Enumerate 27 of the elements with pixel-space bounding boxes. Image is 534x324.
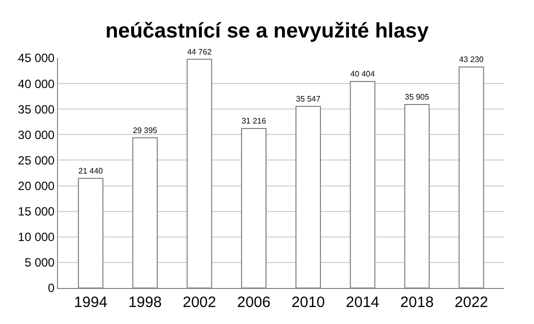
x-tick-label: 2018: [400, 294, 434, 311]
data-label: 40 404: [350, 70, 376, 79]
y-tick-label: 20 000: [18, 178, 55, 193]
y-tick-label: 25 000: [18, 153, 55, 168]
y-tick-label: 45 000: [18, 51, 55, 66]
y-tick-label: 5 000: [24, 256, 55, 270]
data-label: 29 395: [132, 126, 158, 135]
x-tick-label: 1998: [128, 294, 162, 311]
y-tick-label: 35 000: [18, 102, 55, 116]
data-label: 35 547: [296, 94, 321, 104]
x-tick-label: 2010: [292, 294, 325, 311]
chart-title: neúčastnící se a nevyužité hlasy: [105, 19, 429, 42]
x-tick-label: 2006: [237, 294, 270, 311]
y-tick-label: 10 000: [18, 230, 55, 244]
y-tick-label: 30 000: [18, 128, 55, 142]
data-label: 44 762: [187, 47, 212, 56]
x-tick-label: 2022: [454, 294, 488, 311]
y-tick-label: 40 000: [18, 76, 55, 91]
data-label: 43 230: [459, 55, 484, 64]
x-tick-label: 2014: [346, 294, 380, 311]
data-label: 21 440: [78, 166, 104, 176]
data-label: 31 216: [242, 116, 267, 126]
y-tick-label: 15 000: [18, 204, 55, 219]
x-tick-label: 1994: [74, 294, 108, 311]
y-tick-label: 0: [48, 281, 55, 296]
x-tick-label: 2002: [182, 294, 216, 311]
data-label: 35 905: [404, 92, 430, 102]
